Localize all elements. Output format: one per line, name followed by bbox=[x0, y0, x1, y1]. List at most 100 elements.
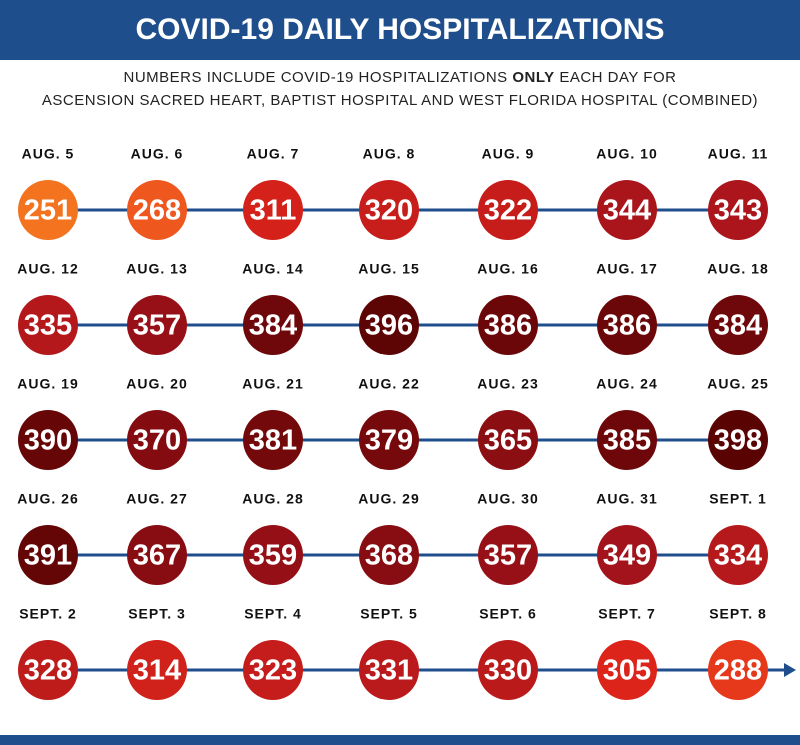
value-label: 396 bbox=[365, 310, 413, 342]
date-label: AUG. 28 bbox=[242, 491, 303, 507]
value-label: 268 bbox=[133, 195, 181, 227]
value-label: 344 bbox=[603, 195, 651, 227]
date-label: AUG. 5 bbox=[22, 146, 75, 162]
footer-band bbox=[0, 735, 800, 745]
value-circle bbox=[478, 410, 538, 470]
value-label: 379 bbox=[365, 425, 413, 457]
value-label: 368 bbox=[365, 540, 413, 572]
header-band bbox=[0, 0, 800, 60]
date-label: AUG. 25 bbox=[707, 376, 768, 392]
date-label: SEPT. 4 bbox=[244, 606, 302, 622]
value-circle bbox=[478, 525, 538, 585]
value-label: 311 bbox=[250, 195, 297, 227]
value-label: 384 bbox=[249, 310, 297, 342]
arrow-head bbox=[784, 663, 796, 677]
date-label: AUG. 9 bbox=[482, 146, 535, 162]
value-circle bbox=[597, 295, 657, 355]
chart-title: COVID-19 DAILY HOSPITALIZATIONS bbox=[136, 13, 665, 46]
date-label: SEPT. 1 bbox=[709, 491, 767, 507]
value-circle bbox=[243, 295, 303, 355]
date-label: AUG. 10 bbox=[596, 146, 657, 162]
value-circle bbox=[359, 640, 419, 700]
value-label: 305 bbox=[603, 655, 651, 687]
value-label: 386 bbox=[484, 310, 532, 342]
value-circle bbox=[708, 180, 768, 240]
subtitle-line: ASCENSION SACRED HEART, BAPTIST HOSPITAL… bbox=[42, 92, 758, 109]
value-label: 251 bbox=[24, 195, 72, 227]
date-label: AUG. 31 bbox=[596, 491, 657, 507]
value-label: 331 bbox=[365, 655, 413, 687]
value-label: 367 bbox=[133, 540, 181, 572]
date-label: AUG. 8 bbox=[363, 146, 416, 162]
date-label: AUG. 27 bbox=[126, 491, 187, 507]
value-circle bbox=[359, 410, 419, 470]
date-label: AUG. 22 bbox=[358, 376, 419, 392]
value-circle bbox=[597, 640, 657, 700]
subtitle: NUMBERS INCLUDE COVID-19 HOSPITALIZATION… bbox=[124, 69, 677, 86]
value-circle bbox=[708, 410, 768, 470]
value-label: 385 bbox=[603, 425, 651, 457]
value-circle bbox=[597, 180, 657, 240]
value-label: 381 bbox=[249, 425, 297, 457]
value-circle bbox=[359, 180, 419, 240]
value-circle bbox=[18, 410, 78, 470]
value-circle bbox=[243, 525, 303, 585]
value-label: 314 bbox=[133, 655, 181, 687]
date-label: AUG. 11 bbox=[708, 146, 769, 162]
subtitle-text: NUMBERS INCLUDE COVID-19 HOSPITALIZATION… bbox=[124, 69, 513, 86]
value-label: 370 bbox=[133, 425, 181, 457]
date-label: AUG. 24 bbox=[596, 376, 657, 392]
date-label: SEPT. 3 bbox=[128, 606, 186, 622]
date-label: AUG. 20 bbox=[126, 376, 187, 392]
value-label: 323 bbox=[249, 655, 297, 687]
date-label: AUG. 26 bbox=[17, 491, 78, 507]
date-label: AUG. 17 bbox=[596, 261, 657, 277]
date-label: SEPT. 5 bbox=[360, 606, 418, 622]
date-label: AUG. 29 bbox=[358, 491, 419, 507]
value-circle bbox=[127, 525, 187, 585]
value-circle bbox=[127, 180, 187, 240]
value-label: 334 bbox=[714, 540, 762, 572]
value-circle bbox=[243, 410, 303, 470]
value-circle bbox=[127, 295, 187, 355]
value-circle bbox=[478, 295, 538, 355]
subtitle-text: EACH DAY FOR bbox=[555, 69, 677, 86]
date-label: SEPT. 6 bbox=[479, 606, 537, 622]
date-label: AUG. 13 bbox=[126, 261, 187, 277]
date-label: SEPT. 8 bbox=[709, 606, 767, 622]
value-label: 288 bbox=[714, 655, 762, 687]
value-label: 359 bbox=[249, 540, 297, 572]
value-label: 391 bbox=[24, 540, 72, 572]
value-circle bbox=[708, 640, 768, 700]
value-circle bbox=[359, 525, 419, 585]
date-label: AUG. 7 bbox=[247, 146, 300, 162]
value-circle bbox=[478, 640, 538, 700]
value-label: 384 bbox=[714, 310, 762, 342]
value-circle bbox=[18, 525, 78, 585]
date-label: AUG. 19 bbox=[17, 376, 78, 392]
value-circle bbox=[597, 410, 657, 470]
value-circle bbox=[18, 295, 78, 355]
value-label: 386 bbox=[603, 310, 651, 342]
value-circle bbox=[127, 640, 187, 700]
date-label: AUG. 23 bbox=[477, 376, 538, 392]
value-label: 330 bbox=[484, 655, 532, 687]
value-circle bbox=[127, 410, 187, 470]
value-label: 322 bbox=[484, 195, 532, 227]
value-label: 365 bbox=[484, 425, 532, 457]
date-label: AUG. 12 bbox=[17, 261, 78, 277]
value-label: 390 bbox=[24, 425, 72, 457]
subtitle-emphasis: ONLY bbox=[512, 69, 554, 86]
value-circle bbox=[243, 180, 303, 240]
value-label: 335 bbox=[24, 310, 72, 342]
date-label: AUG. 30 bbox=[477, 491, 538, 507]
value-circle bbox=[478, 180, 538, 240]
value-circle bbox=[597, 525, 657, 585]
value-circle bbox=[708, 525, 768, 585]
date-label: AUG. 18 bbox=[707, 261, 768, 277]
value-label: 398 bbox=[714, 425, 762, 457]
value-circle bbox=[18, 180, 78, 240]
value-circle bbox=[243, 640, 303, 700]
value-label: 320 bbox=[365, 195, 413, 227]
